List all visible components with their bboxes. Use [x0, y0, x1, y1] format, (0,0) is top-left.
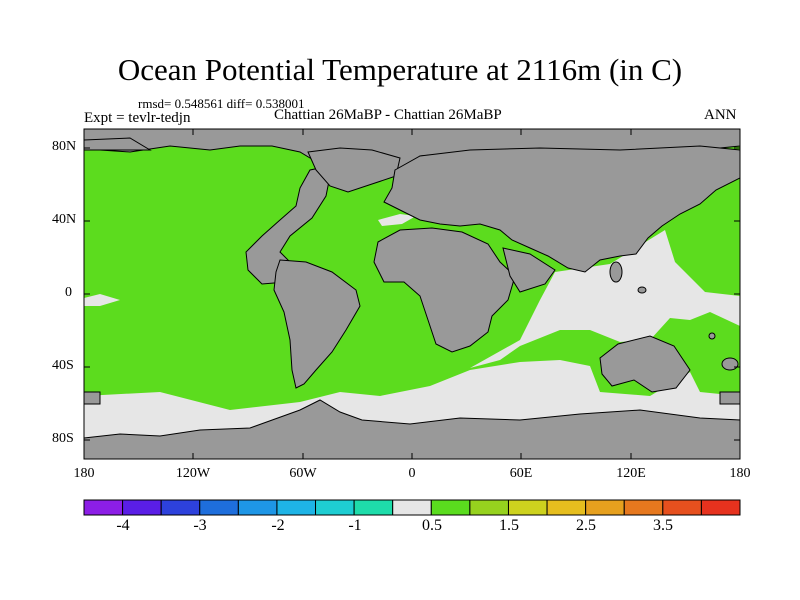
colorbar-swatch: [623, 499, 664, 516]
experiment-label: Expt = tevlr-tedjn: [84, 110, 191, 126]
land-masses: [83, 128, 741, 460]
colorbar-swatch: [237, 499, 278, 516]
plot-title: Ocean Potential Temperature at 2116m (in…: [117, 52, 683, 87]
lon-label-180w: 180: [73, 466, 95, 481]
lon-label-60e: 60E: [509, 466, 533, 481]
colorbar-swatch: [662, 499, 702, 516]
rmsd-diff-stats: rmsd= 0.548561 diff= 0.538001: [138, 96, 305, 111]
lon-label-120e: 120E: [616, 466, 646, 481]
period-label: ANN: [704, 107, 737, 123]
colorbar-label: 1.5: [499, 517, 519, 534]
colorbar-swatch: [122, 499, 162, 516]
colorbar-label: 3.5: [653, 517, 673, 534]
colorbar-swatch: [392, 499, 432, 516]
colorbar: [83, 499, 741, 516]
colorbar-label: 2.5: [576, 517, 596, 534]
lat-label-40s: 40S: [52, 358, 74, 373]
lat-label-0: 0: [65, 285, 72, 300]
lon-label-60w: 60W: [289, 466, 317, 481]
colorbar-swatch: [199, 499, 239, 516]
colorbar-label: -2: [271, 517, 285, 534]
colorbar-swatch: [160, 499, 201, 516]
colorbar-label: -3: [193, 517, 207, 534]
colorbar-swatch: [430, 499, 471, 516]
axis-ticks: [84, 129, 740, 459]
lat-label-80n: 80N: [52, 139, 77, 154]
colorbar-swatch: [469, 499, 509, 516]
colorbar-swatch: [83, 499, 124, 516]
lon-label-180e: 180: [729, 466, 751, 481]
colorbar-swatch: [700, 499, 741, 516]
colorbar-label: -4: [116, 517, 130, 534]
colorbar-swatch: [507, 499, 548, 516]
colorbar-swatch: [585, 499, 625, 516]
colorbar-swatch: [276, 499, 317, 516]
colorbar-swatch: [353, 499, 394, 516]
lat-label-40n: 40N: [52, 212, 77, 227]
lat-label-80s: 80S: [52, 431, 74, 446]
colorbar-swatch: [546, 499, 587, 516]
colorbar-swatch: [315, 499, 355, 516]
lon-label-120w: 120W: [175, 466, 211, 481]
colorbar-label: -1: [348, 517, 362, 534]
colorbar-label: 0.5: [422, 517, 442, 534]
lon-label-0: 0: [408, 466, 416, 481]
comparison-label: Chattian 26MaBP - Chattian 26MaBP: [274, 107, 502, 123]
